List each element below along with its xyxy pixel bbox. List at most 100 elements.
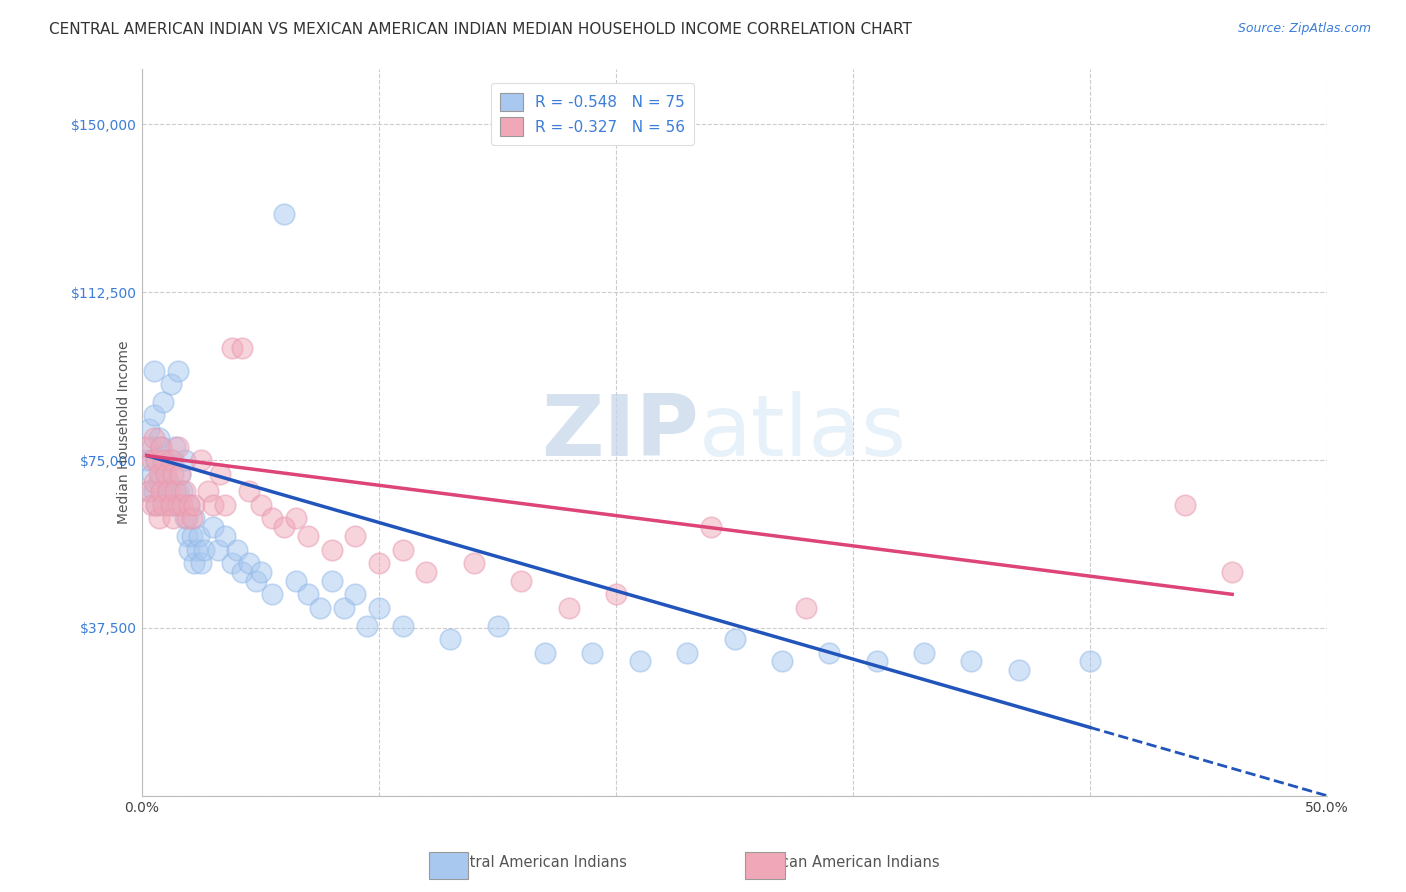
Point xyxy=(148,467,170,481)
Point xyxy=(148,475,170,490)
Point xyxy=(162,453,184,467)
Text: Mexican American Indians: Mexican American Indians xyxy=(747,855,941,870)
Point xyxy=(173,484,195,499)
Point xyxy=(770,655,793,669)
Point xyxy=(605,587,627,601)
Point xyxy=(141,440,163,454)
Point xyxy=(173,453,195,467)
Point xyxy=(221,556,243,570)
Point xyxy=(439,632,461,646)
Point xyxy=(285,511,308,525)
Point xyxy=(169,467,191,481)
Point xyxy=(145,453,167,467)
Point xyxy=(173,511,195,525)
Point xyxy=(162,511,184,525)
Point xyxy=(368,600,391,615)
Point xyxy=(180,529,202,543)
Point xyxy=(155,498,177,512)
Point xyxy=(179,542,201,557)
Point xyxy=(176,511,198,525)
Point xyxy=(1174,498,1197,512)
Point xyxy=(172,498,194,512)
Point xyxy=(141,453,163,467)
Point xyxy=(1078,655,1101,669)
Point xyxy=(486,618,509,632)
Point xyxy=(159,376,181,391)
Text: Central American Indians: Central American Indians xyxy=(441,855,627,870)
Point xyxy=(356,618,378,632)
Point xyxy=(148,431,170,445)
Point xyxy=(148,511,170,525)
Point xyxy=(344,529,367,543)
Point xyxy=(231,565,253,579)
Point xyxy=(169,498,191,512)
Point xyxy=(866,655,889,669)
Point xyxy=(145,498,167,512)
Point xyxy=(145,453,167,467)
Point xyxy=(202,498,225,512)
Point xyxy=(179,498,201,512)
Point xyxy=(152,498,174,512)
Point xyxy=(308,600,330,615)
Point xyxy=(145,498,167,512)
Point xyxy=(183,498,205,512)
Point xyxy=(202,520,225,534)
Point xyxy=(157,475,180,490)
Point xyxy=(794,600,817,615)
Point xyxy=(332,600,354,615)
Point xyxy=(321,574,343,588)
Point xyxy=(214,529,236,543)
Point xyxy=(818,646,841,660)
Point xyxy=(534,646,557,660)
Point xyxy=(1008,664,1031,678)
Point xyxy=(186,542,208,557)
Point xyxy=(165,440,187,454)
Point xyxy=(165,484,187,499)
Text: CENTRAL AMERICAN INDIAN VS MEXICAN AMERICAN INDIAN MEDIAN HOUSEHOLD INCOME CORRE: CENTRAL AMERICAN INDIAN VS MEXICAN AMERI… xyxy=(49,22,912,37)
Point xyxy=(510,574,533,588)
Point xyxy=(238,484,260,499)
Point xyxy=(159,484,181,499)
Point xyxy=(141,467,163,481)
Point xyxy=(159,498,181,512)
Point xyxy=(183,511,205,525)
Point xyxy=(221,341,243,355)
Point xyxy=(463,556,485,570)
Point xyxy=(960,655,983,669)
Point xyxy=(238,556,260,570)
Legend: R = -0.548   N = 75, R = -0.327   N = 56: R = -0.548 N = 75, R = -0.327 N = 56 xyxy=(491,84,695,145)
Text: atlas: atlas xyxy=(699,391,907,474)
Point xyxy=(172,484,194,499)
Point xyxy=(676,646,699,660)
Point xyxy=(297,529,319,543)
Point xyxy=(249,565,271,579)
Point xyxy=(700,520,723,534)
Point xyxy=(142,409,165,423)
Point xyxy=(166,484,188,499)
Point xyxy=(150,440,173,454)
Point xyxy=(628,655,651,669)
Point xyxy=(1220,565,1243,579)
Point xyxy=(152,453,174,467)
Point xyxy=(152,395,174,409)
Point xyxy=(141,498,163,512)
Point xyxy=(150,467,173,481)
Point xyxy=(321,542,343,557)
Point xyxy=(912,646,935,660)
Point xyxy=(297,587,319,601)
Point xyxy=(155,453,177,467)
Point xyxy=(249,498,271,512)
Point xyxy=(155,467,177,481)
Point xyxy=(285,574,308,588)
Point xyxy=(166,440,188,454)
Point xyxy=(150,440,173,454)
Point xyxy=(188,529,211,543)
Point xyxy=(225,542,247,557)
Point xyxy=(368,556,391,570)
Point xyxy=(142,475,165,490)
Point xyxy=(142,363,165,377)
Point xyxy=(176,529,198,543)
Point xyxy=(273,207,295,221)
Point xyxy=(209,467,232,481)
Point xyxy=(214,498,236,512)
